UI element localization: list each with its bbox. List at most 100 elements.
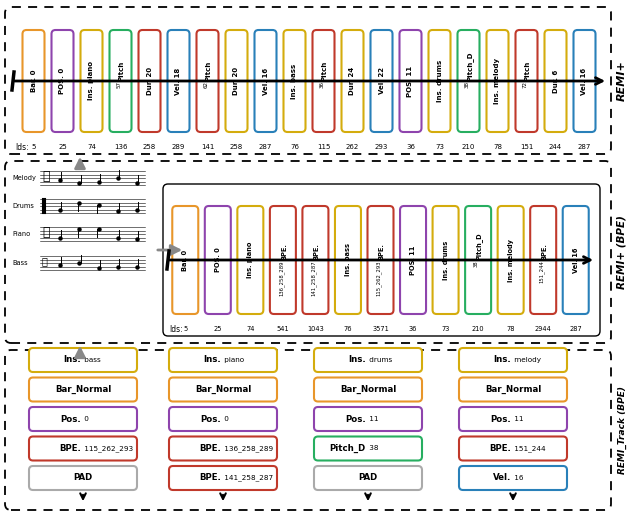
FancyBboxPatch shape <box>342 30 364 132</box>
Text: 210: 210 <box>462 144 475 150</box>
Text: BPE.: BPE. <box>489 444 511 453</box>
FancyBboxPatch shape <box>205 206 231 314</box>
Text: Ins.: Ins. <box>63 355 81 365</box>
Text: 541: 541 <box>276 326 289 332</box>
Text: Pitch: Pitch <box>525 61 531 81</box>
FancyBboxPatch shape <box>81 30 102 132</box>
Text: 𝄞: 𝄞 <box>42 226 49 239</box>
Text: 244: 244 <box>549 144 562 150</box>
Text: BPE.: BPE. <box>314 243 319 260</box>
Text: 262: 262 <box>346 144 359 150</box>
Text: 2944: 2944 <box>535 326 552 332</box>
Text: 258: 258 <box>143 144 156 150</box>
Text: 5: 5 <box>31 144 36 150</box>
FancyBboxPatch shape <box>371 30 392 132</box>
Text: Dur. 20: Dur. 20 <box>147 67 152 95</box>
Text: Ins.: Ins. <box>348 355 366 365</box>
Text: Ins.: Ins. <box>493 355 511 365</box>
Text: 141: 141 <box>201 144 214 150</box>
Text: Bar. 0: Bar. 0 <box>31 70 36 92</box>
Text: PAD: PAD <box>358 473 378 482</box>
Text: PAD: PAD <box>74 473 93 482</box>
FancyBboxPatch shape <box>172 206 198 314</box>
FancyBboxPatch shape <box>573 30 595 132</box>
Text: 76: 76 <box>344 326 352 332</box>
FancyBboxPatch shape <box>270 206 296 314</box>
Text: 151_244: 151_244 <box>512 445 546 452</box>
FancyBboxPatch shape <box>429 30 451 132</box>
Text: Ins. piano: Ins. piano <box>247 242 253 278</box>
Text: Vel. 18: Vel. 18 <box>175 67 182 95</box>
Text: Vel. 16: Vel. 16 <box>262 67 269 95</box>
Text: Dur. 24: Dur. 24 <box>349 67 355 95</box>
FancyBboxPatch shape <box>303 206 328 314</box>
FancyBboxPatch shape <box>459 407 567 431</box>
Text: REMI+ (BPE): REMI+ (BPE) <box>617 215 627 289</box>
Text: Ins. melody: Ins. melody <box>495 58 500 104</box>
FancyBboxPatch shape <box>530 206 556 314</box>
FancyBboxPatch shape <box>486 30 509 132</box>
Text: 36: 36 <box>409 326 417 332</box>
Text: 57: 57 <box>116 81 122 88</box>
Text: Ins. bass: Ins. bass <box>345 243 351 277</box>
Text: 141_258_287: 141_258_287 <box>311 260 317 296</box>
Text: Ins. drums: Ins. drums <box>443 240 449 280</box>
Text: 210: 210 <box>472 326 484 332</box>
FancyBboxPatch shape <box>563 206 589 314</box>
FancyBboxPatch shape <box>314 437 422 461</box>
Text: 11: 11 <box>512 416 524 422</box>
Text: REMI+: REMI+ <box>617 61 627 102</box>
FancyBboxPatch shape <box>29 437 137 461</box>
FancyBboxPatch shape <box>314 348 422 372</box>
Text: 73: 73 <box>435 144 444 150</box>
Text: Vel. 16: Vel. 16 <box>582 67 588 95</box>
Text: 287: 287 <box>570 326 582 332</box>
Text: 115_262_293: 115_262_293 <box>82 445 133 452</box>
Text: Vel.: Vel. <box>493 473 511 482</box>
FancyBboxPatch shape <box>169 437 277 461</box>
Text: Ins. piano: Ins. piano <box>88 62 95 100</box>
Text: BPE.: BPE. <box>199 444 221 453</box>
Text: Ins. drums: Ins. drums <box>436 60 442 102</box>
Text: 38: 38 <box>367 445 378 452</box>
Text: Ids:: Ids: <box>169 324 182 334</box>
Text: melody: melody <box>512 357 541 363</box>
FancyBboxPatch shape <box>196 30 218 132</box>
Text: Pitch: Pitch <box>118 61 125 81</box>
FancyBboxPatch shape <box>498 206 524 314</box>
FancyBboxPatch shape <box>138 30 161 132</box>
Text: 74: 74 <box>87 144 96 150</box>
Text: Vel. 16: Vel. 16 <box>573 247 579 273</box>
FancyBboxPatch shape <box>5 350 611 510</box>
FancyBboxPatch shape <box>312 30 335 132</box>
FancyBboxPatch shape <box>109 30 131 132</box>
Text: 0: 0 <box>222 416 229 422</box>
FancyBboxPatch shape <box>29 407 137 431</box>
Text: Piano: Piano <box>12 231 30 237</box>
Text: 𝄢: 𝄢 <box>42 256 48 266</box>
FancyBboxPatch shape <box>459 437 567 461</box>
FancyBboxPatch shape <box>545 30 566 132</box>
FancyBboxPatch shape <box>465 206 491 314</box>
Text: BPE.: BPE. <box>379 243 385 260</box>
Text: 115: 115 <box>317 144 330 150</box>
Text: Bar_Normal: Bar_Normal <box>485 385 541 394</box>
Text: Melody: Melody <box>12 175 36 181</box>
Text: 289: 289 <box>172 144 185 150</box>
Text: Bass: Bass <box>12 260 28 266</box>
Text: BPE.: BPE. <box>199 473 221 482</box>
Text: 78: 78 <box>493 144 502 150</box>
Text: Pitch_D: Pitch_D <box>466 51 473 81</box>
FancyBboxPatch shape <box>284 30 305 132</box>
Text: Ids:: Ids: <box>15 142 29 151</box>
FancyBboxPatch shape <box>458 30 479 132</box>
FancyBboxPatch shape <box>163 184 600 336</box>
Text: 287: 287 <box>578 144 591 150</box>
Text: Bar. 0: Bar. 0 <box>182 250 188 270</box>
Text: Drums: Drums <box>12 203 34 209</box>
FancyBboxPatch shape <box>399 30 422 132</box>
Text: 151_244: 151_244 <box>539 260 545 283</box>
FancyBboxPatch shape <box>367 206 394 314</box>
FancyBboxPatch shape <box>515 30 538 132</box>
Text: 287: 287 <box>259 144 272 150</box>
